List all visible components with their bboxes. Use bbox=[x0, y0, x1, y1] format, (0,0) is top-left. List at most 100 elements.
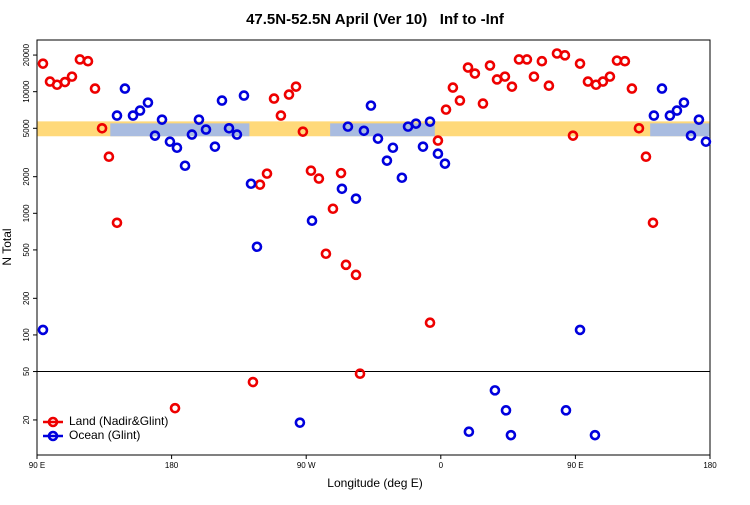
point bbox=[223, 122, 235, 134]
x-tick-label: 90 W bbox=[297, 461, 316, 470]
point bbox=[664, 110, 676, 121]
point bbox=[396, 172, 408, 184]
x-axis-label: Longitude (deg E) bbox=[327, 476, 422, 490]
y-tick-label: 5000 bbox=[22, 119, 31, 137]
point bbox=[111, 217, 123, 229]
x-tick-label: 90 E bbox=[567, 461, 583, 470]
legend-label: Ocean (Glint) bbox=[69, 428, 140, 442]
point bbox=[313, 173, 325, 184]
point bbox=[372, 133, 384, 144]
point bbox=[89, 83, 101, 94]
point bbox=[489, 385, 501, 396]
point bbox=[700, 136, 712, 147]
point bbox=[417, 141, 429, 152]
point bbox=[231, 129, 243, 140]
point bbox=[354, 368, 366, 380]
point bbox=[567, 130, 579, 141]
y-tick-label: 200 bbox=[22, 291, 31, 305]
point bbox=[454, 95, 466, 106]
point bbox=[342, 121, 354, 132]
legend-marker bbox=[47, 416, 59, 428]
point bbox=[320, 248, 332, 260]
point bbox=[469, 68, 481, 79]
point bbox=[179, 160, 191, 172]
point bbox=[209, 141, 221, 152]
point bbox=[127, 110, 139, 121]
point bbox=[536, 55, 548, 67]
point bbox=[439, 158, 451, 169]
point bbox=[506, 81, 518, 92]
point bbox=[350, 193, 362, 204]
point bbox=[335, 167, 347, 179]
x-tick-label: 0 bbox=[439, 461, 444, 470]
point bbox=[521, 54, 533, 65]
point bbox=[254, 179, 266, 190]
band-segment bbox=[110, 123, 250, 137]
point bbox=[477, 98, 489, 109]
point bbox=[251, 241, 263, 253]
point bbox=[268, 93, 280, 104]
band-segment bbox=[330, 123, 435, 137]
point bbox=[66, 71, 78, 82]
point bbox=[275, 110, 287, 121]
point bbox=[597, 76, 609, 87]
point bbox=[96, 122, 108, 134]
point bbox=[186, 129, 198, 140]
point bbox=[640, 151, 652, 163]
point bbox=[432, 148, 444, 160]
point bbox=[74, 54, 86, 65]
y-tick-label: 20000 bbox=[22, 43, 31, 66]
point bbox=[37, 324, 49, 336]
point bbox=[543, 80, 555, 91]
point bbox=[387, 142, 399, 154]
point bbox=[247, 376, 259, 388]
point bbox=[499, 71, 511, 82]
point bbox=[484, 60, 496, 71]
point bbox=[200, 124, 212, 135]
point bbox=[648, 110, 660, 121]
y-tick-label: 10000 bbox=[22, 80, 31, 103]
point bbox=[462, 62, 474, 73]
point bbox=[656, 83, 668, 94]
point bbox=[647, 217, 659, 229]
point bbox=[164, 136, 176, 147]
x-tick-label: 180 bbox=[703, 461, 717, 470]
point bbox=[381, 155, 393, 166]
point bbox=[193, 114, 205, 125]
point bbox=[82, 55, 94, 67]
point bbox=[559, 50, 571, 61]
point bbox=[440, 104, 452, 115]
point bbox=[261, 168, 273, 179]
point bbox=[245, 178, 257, 190]
y-tick-label: 50 bbox=[22, 367, 31, 376]
y-tick-label: 2000 bbox=[22, 167, 31, 185]
plot-frame bbox=[36, 39, 711, 456]
point bbox=[432, 135, 444, 146]
chart-title: 47.5N-52.5N April (Ver 10) Inf to -Inf bbox=[246, 11, 505, 28]
point bbox=[111, 110, 123, 121]
y-tick-label: 20 bbox=[22, 415, 31, 424]
point bbox=[340, 259, 352, 271]
point bbox=[424, 317, 436, 329]
point bbox=[216, 95, 228, 106]
point bbox=[103, 151, 115, 163]
point bbox=[149, 130, 161, 141]
point bbox=[142, 97, 154, 108]
point bbox=[358, 125, 370, 137]
point bbox=[693, 114, 705, 125]
point bbox=[59, 76, 71, 88]
point bbox=[134, 105, 146, 116]
x-tick-label: 180 bbox=[165, 461, 179, 470]
point bbox=[156, 114, 168, 125]
legend-marker bbox=[47, 430, 59, 442]
point bbox=[306, 215, 318, 227]
point bbox=[619, 55, 631, 67]
y-tick-label: 100 bbox=[22, 328, 31, 342]
point bbox=[589, 429, 601, 441]
point bbox=[365, 100, 377, 111]
point bbox=[336, 183, 348, 195]
point bbox=[238, 90, 250, 101]
point bbox=[171, 142, 183, 154]
point bbox=[463, 426, 475, 438]
